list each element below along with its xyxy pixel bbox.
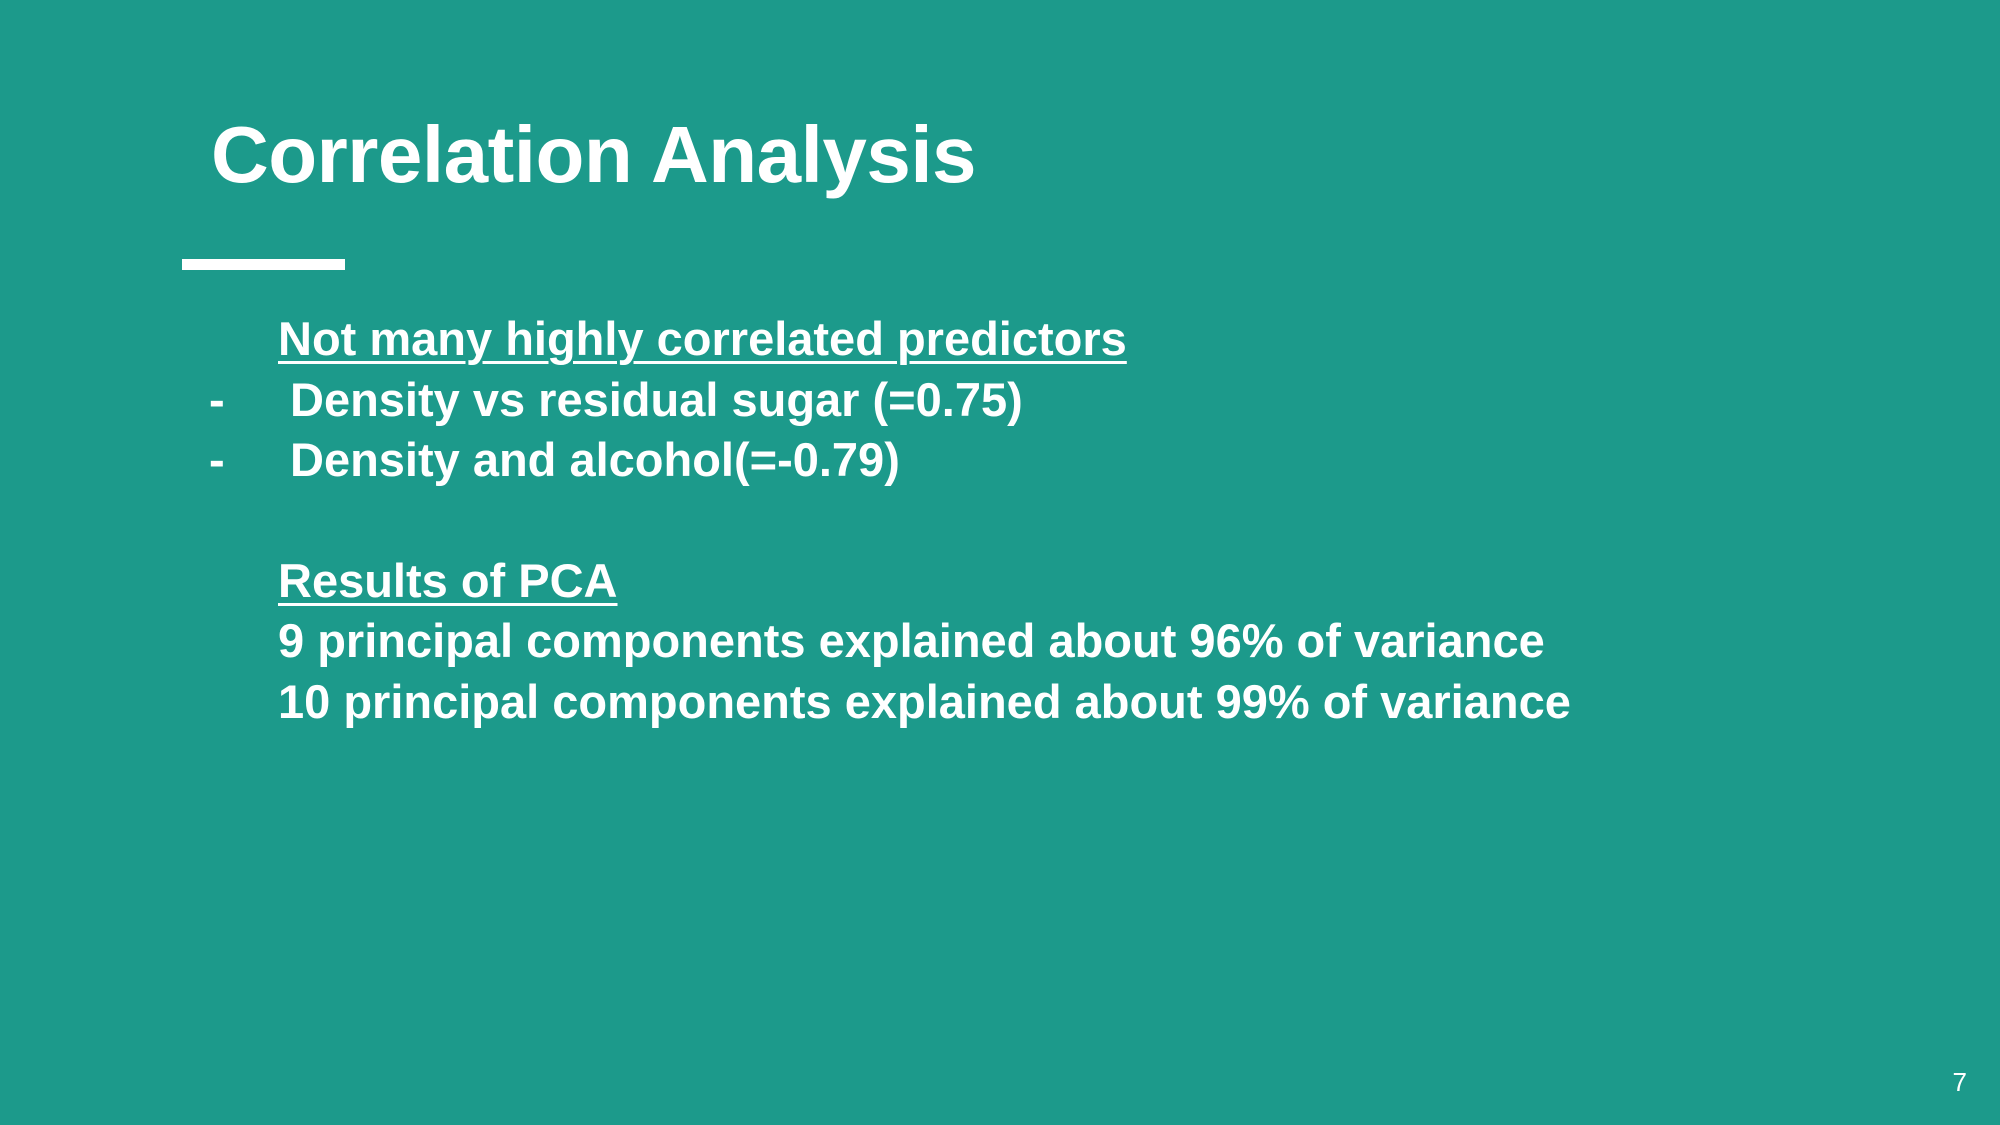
- bullet-marker: -: [209, 373, 225, 426]
- page-number: 7: [1952, 1067, 1967, 1097]
- pca-result-line: 9 principal components explained about 9…: [278, 614, 1545, 667]
- section-heading-pca: Results of PCA: [278, 554, 618, 607]
- bullet-text: Density and alcohol(=-0.79): [290, 433, 900, 486]
- slide-title: Correlation Analysis: [211, 110, 977, 199]
- title-underline-rule: [182, 259, 345, 270]
- bullet-marker: -: [209, 433, 225, 486]
- bullet-text: Density vs residual sugar (=0.75): [290, 373, 1023, 426]
- bullet-item: - Density vs residual sugar (=0.75): [209, 369, 1023, 430]
- bullet-item: - Density and alcohol(=-0.79): [209, 429, 900, 490]
- section-heading-correlation: Not many highly correlated predictors: [278, 312, 1127, 365]
- pca-result-line: 10 principal components explained about …: [278, 675, 1571, 728]
